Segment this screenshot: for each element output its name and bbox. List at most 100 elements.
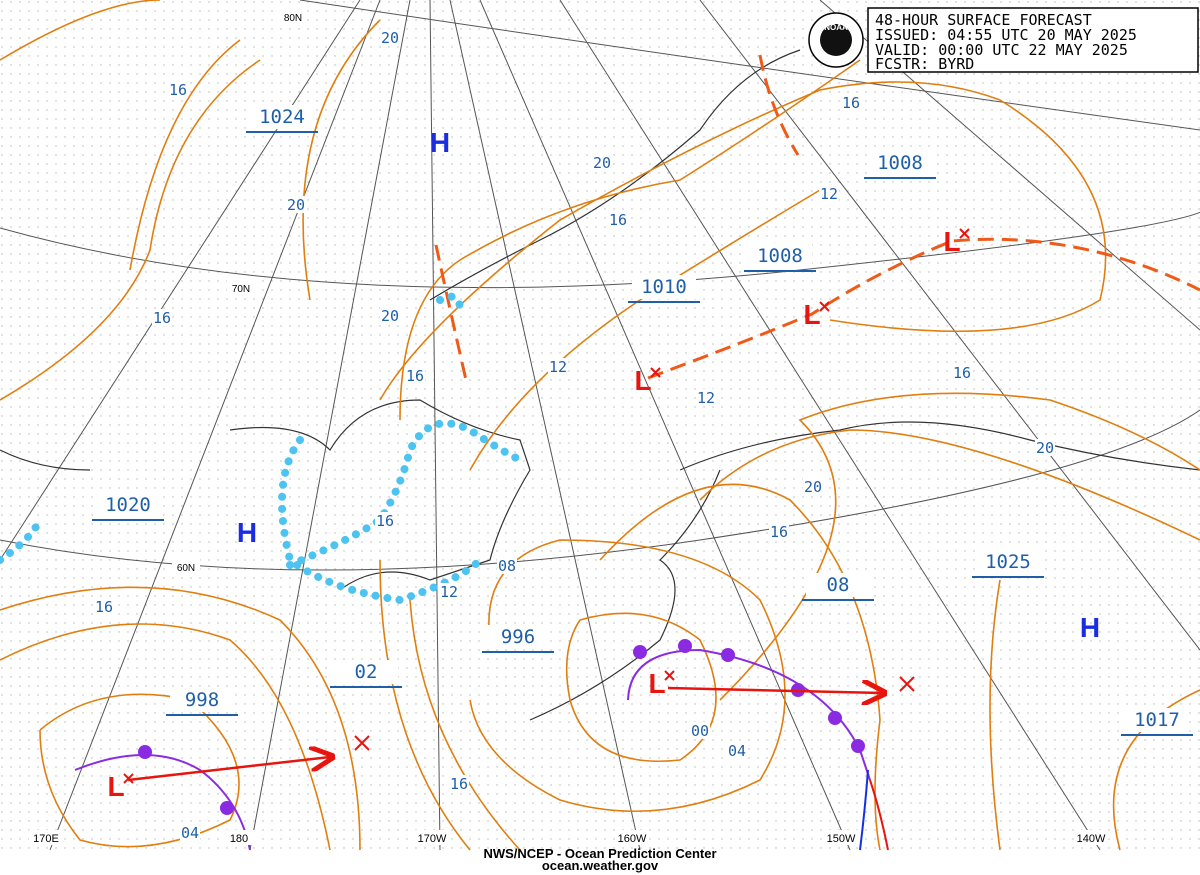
pressure-label-bg xyxy=(250,105,314,129)
isobar-label: 16 xyxy=(842,94,860,112)
isobar xyxy=(409,599,521,851)
header-line: FCSTR: BYRD xyxy=(875,55,974,73)
isobar xyxy=(302,19,381,301)
isobar-label: 12 xyxy=(820,185,838,203)
isobar-label: 12 xyxy=(549,358,567,376)
footer-line: ocean.weather.gov xyxy=(542,858,659,873)
low-center: L xyxy=(107,771,124,802)
coastline xyxy=(0,449,91,471)
longitude-label: 160W xyxy=(618,833,647,845)
meridian-line xyxy=(479,0,851,851)
isobar-label-bg xyxy=(952,364,972,381)
latitude-label: 70N xyxy=(232,284,250,295)
coastline xyxy=(679,421,1200,471)
isobar xyxy=(39,693,240,848)
pressure-label-bg xyxy=(334,660,398,684)
isobar-label-bg xyxy=(449,775,469,792)
isobar-label: 20 xyxy=(1036,439,1054,457)
pressure-label-bg xyxy=(806,573,870,597)
pressure-label: 02 xyxy=(355,661,378,683)
low-x xyxy=(959,228,970,239)
isobar-label: 20 xyxy=(593,154,611,172)
isobar xyxy=(0,0,161,61)
low-x xyxy=(650,367,661,378)
isobar xyxy=(0,59,261,401)
header-line: ISSUED: 04:55 UTC 20 MAY 2025 xyxy=(875,26,1137,44)
front-symbol xyxy=(138,745,152,759)
pressure-label: 996 xyxy=(501,626,535,648)
isobar xyxy=(699,429,1200,541)
pressure-label-bg xyxy=(96,493,160,517)
meridian-line xyxy=(0,0,361,561)
isobar-label-bg xyxy=(168,81,188,98)
isobar xyxy=(989,579,1001,851)
pressure-label: 1017 xyxy=(1134,709,1180,731)
latitude-line xyxy=(299,0,1200,131)
pressure-label-bg xyxy=(1125,708,1189,732)
low-center: L xyxy=(648,668,665,699)
low-x xyxy=(664,670,675,681)
isobar xyxy=(399,59,861,421)
front-symbol xyxy=(851,739,865,753)
pressure-label: 1024 xyxy=(259,106,305,128)
isobar-label: 12 xyxy=(697,389,715,407)
longitude-label: 170W xyxy=(418,833,447,845)
lon-label-bg xyxy=(1074,830,1108,845)
isobar xyxy=(379,81,1107,401)
isobar-label: 12 xyxy=(440,583,458,601)
longitude-label: 150W xyxy=(827,833,856,845)
lon-label-bg xyxy=(415,830,449,845)
isobar-label: 20 xyxy=(381,29,399,47)
pressure-label-bg xyxy=(486,625,550,649)
noaa-logo-inner xyxy=(820,24,852,56)
isobar-label-bg xyxy=(548,358,568,375)
isobar-label-bg xyxy=(1035,439,1055,456)
pressure-label-bg xyxy=(632,275,696,299)
lon-label-bg xyxy=(824,830,858,845)
lat-label-bg xyxy=(279,9,307,23)
meridian-line xyxy=(559,0,1101,851)
isobar-label: 04 xyxy=(728,742,746,760)
warm-front xyxy=(869,779,889,851)
ice-edge xyxy=(0,292,524,605)
pressure-label: 998 xyxy=(185,689,219,711)
isobar-label-bg xyxy=(841,94,861,111)
isobar xyxy=(0,623,331,851)
isobar-label-bg xyxy=(803,478,823,495)
meridian-line xyxy=(49,0,381,851)
isobar-label: 16 xyxy=(770,523,788,541)
low-center: L xyxy=(803,299,820,330)
high-center: H xyxy=(1080,612,1100,643)
low-x xyxy=(123,773,134,784)
pressure-label-bg xyxy=(868,151,932,175)
isobar-label: 04 xyxy=(181,824,199,842)
forecast-x xyxy=(354,735,370,751)
lon-label-bg xyxy=(222,830,256,845)
isobar-label-bg xyxy=(608,211,628,228)
isobar-label: 16 xyxy=(406,367,424,385)
meridian-line xyxy=(449,0,641,851)
forecast-x xyxy=(899,676,915,692)
isobar-label-bg xyxy=(375,512,395,529)
isobar-label-bg xyxy=(439,583,459,600)
front-symbol xyxy=(828,711,842,725)
low-x xyxy=(819,301,830,312)
storm-track xyxy=(667,688,882,693)
low-center: L xyxy=(943,226,960,257)
trough xyxy=(758,54,800,156)
lon-label-bg xyxy=(29,830,63,845)
header-line: 48-HOUR SURFACE FORECAST xyxy=(875,11,1092,29)
isobar-label: 00 xyxy=(691,722,709,740)
logo-text: NOAA xyxy=(824,23,848,32)
longitude-label: 180 xyxy=(230,833,248,845)
isobar-label-bg xyxy=(380,307,400,324)
isobar-label-bg xyxy=(405,367,425,384)
pressure-label-bg xyxy=(976,550,1040,574)
longitude-label: 170E xyxy=(33,833,59,845)
isobar-label-bg xyxy=(696,389,716,406)
isobar xyxy=(599,483,881,851)
isobar xyxy=(129,39,241,271)
meridian-line xyxy=(429,0,441,851)
meridian-line xyxy=(249,0,411,851)
pressure-label-bg xyxy=(170,688,234,712)
